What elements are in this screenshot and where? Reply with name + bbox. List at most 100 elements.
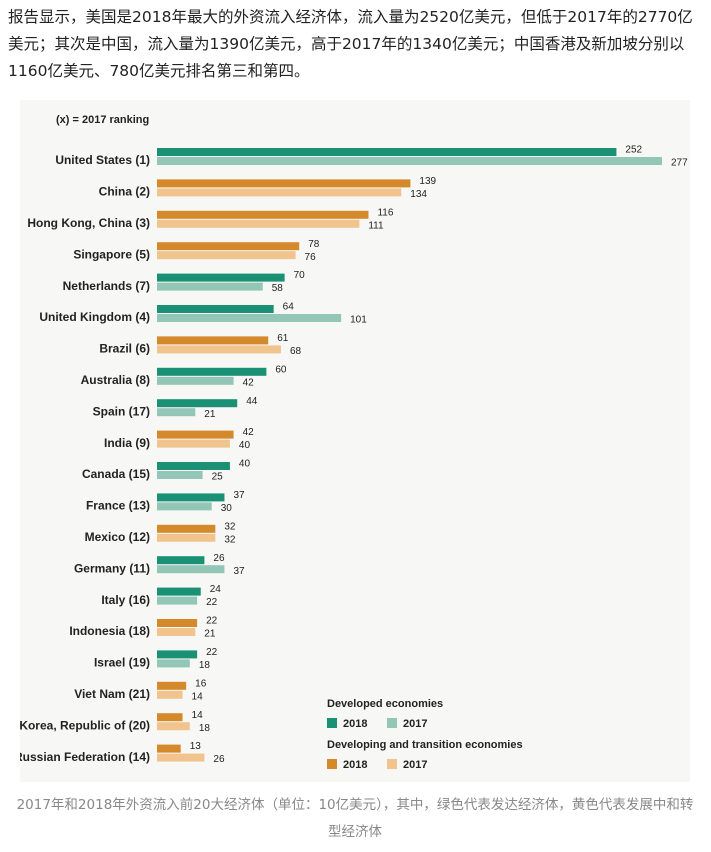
value-label: 111	[368, 220, 384, 231]
category-label: United Kingdom (4)	[39, 310, 150, 324]
value-label: 21	[204, 629, 216, 640]
legend-title: Developed economies	[327, 698, 443, 710]
bar	[157, 210, 369, 219]
category-label: Brazil (6)	[99, 342, 150, 356]
legend-swatch	[327, 718, 337, 728]
value-label: 14	[192, 691, 204, 702]
bar	[157, 471, 203, 479]
bar	[157, 659, 190, 668]
bar	[157, 524, 216, 533]
category-label: India (9)	[104, 436, 150, 450]
bar	[157, 376, 234, 385]
value-label: 37	[233, 566, 245, 577]
value-label: 32	[224, 521, 236, 532]
legend-label: 2017	[403, 759, 427, 771]
value-label: 42	[243, 377, 255, 388]
annotation: (x) = 2017 ranking	[56, 114, 149, 126]
value-label: 40	[239, 440, 251, 451]
value-label: 134	[410, 189, 427, 200]
paragraph: 报告显示，美国是2018年最大的外资流入经济体，流入量为2520亿美元，但低于2…	[8, 8, 693, 80]
bar	[157, 722, 190, 731]
category-label: China (2)	[99, 185, 150, 199]
caption: 2017年和2018年外资流入前20大经济体（单位：10亿美元），其中，绿色代表…	[16, 797, 694, 840]
bar	[157, 713, 183, 722]
category-label: Netherlands (7)	[63, 279, 150, 293]
bar	[157, 493, 225, 502]
category-label: Israel (19)	[94, 656, 150, 670]
value-label: 13	[190, 741, 202, 752]
bar	[157, 188, 402, 197]
bar	[157, 690, 183, 699]
value-label: 101	[350, 315, 367, 326]
bar	[157, 336, 269, 345]
value-label: 277	[671, 158, 688, 169]
value-label: 42	[243, 427, 255, 438]
value-label: 26	[213, 754, 225, 765]
value-label: 70	[294, 270, 306, 281]
category-label: Mexico (12)	[85, 530, 150, 544]
bar	[157, 681, 187, 690]
category-label: Canada (15)	[82, 467, 150, 481]
category-label: Italy (16)	[101, 593, 150, 607]
value-label: 40	[239, 459, 251, 470]
value-label: 25	[212, 472, 224, 483]
bar	[157, 345, 281, 354]
value-label: 116	[377, 207, 393, 218]
bar	[157, 282, 263, 291]
bar	[157, 596, 198, 605]
value-label: 26	[213, 553, 225, 564]
bar	[157, 650, 198, 659]
bar	[157, 367, 267, 376]
value-label: 64	[283, 302, 295, 313]
category-label: Viet Nam (21)	[74, 687, 150, 701]
value-label: 60	[275, 364, 287, 375]
bar	[157, 565, 225, 574]
bar	[157, 556, 205, 565]
bar	[157, 619, 198, 627]
value-label: 22	[206, 616, 218, 627]
value-label: 37	[233, 490, 245, 501]
value-label: 78	[308, 239, 320, 250]
value-label: 18	[199, 723, 211, 734]
value-label: 68	[290, 346, 302, 357]
category-label: United States (1)	[55, 153, 150, 167]
bar	[157, 587, 201, 596]
bar	[157, 314, 342, 322]
bar	[157, 273, 285, 282]
category-label: France (13)	[86, 499, 150, 513]
bar	[157, 439, 230, 448]
category-label: Germany (11)	[74, 561, 150, 575]
bar	[157, 148, 617, 156]
legend-title: Developing and transition economies	[327, 739, 523, 751]
value-label: 32	[224, 534, 236, 545]
value-label: 22	[206, 647, 218, 658]
bar	[157, 430, 234, 439]
bar	[157, 533, 216, 542]
bar	[157, 305, 274, 313]
bar	[157, 179, 411, 188]
category-label: Indonesia (18)	[69, 624, 150, 638]
value-label: 61	[277, 333, 289, 344]
value-label: 252	[625, 145, 642, 156]
bar	[157, 242, 300, 251]
category-label: Korea, Republic of (20)	[20, 718, 150, 732]
value-label: 30	[221, 503, 233, 514]
bar	[157, 744, 181, 753]
category-label: Spain (17)	[93, 404, 150, 418]
value-label: 24	[210, 584, 222, 595]
legend-label: 2018	[343, 759, 367, 771]
legend-swatch	[387, 759, 397, 769]
value-label: 58	[272, 283, 284, 294]
value-label: 139	[419, 176, 436, 187]
legend-label: 2017	[403, 718, 427, 730]
bar	[157, 251, 296, 260]
value-label: 76	[305, 252, 317, 263]
legend-swatch	[327, 759, 337, 769]
bar	[157, 462, 230, 470]
value-label: 44	[246, 396, 258, 407]
bar	[157, 502, 212, 511]
bar	[157, 157, 662, 165]
category-label: Hong Kong, China (3)	[27, 216, 150, 230]
chart: (x) = 2017 ranking United States (1) Chin…	[20, 100, 690, 782]
